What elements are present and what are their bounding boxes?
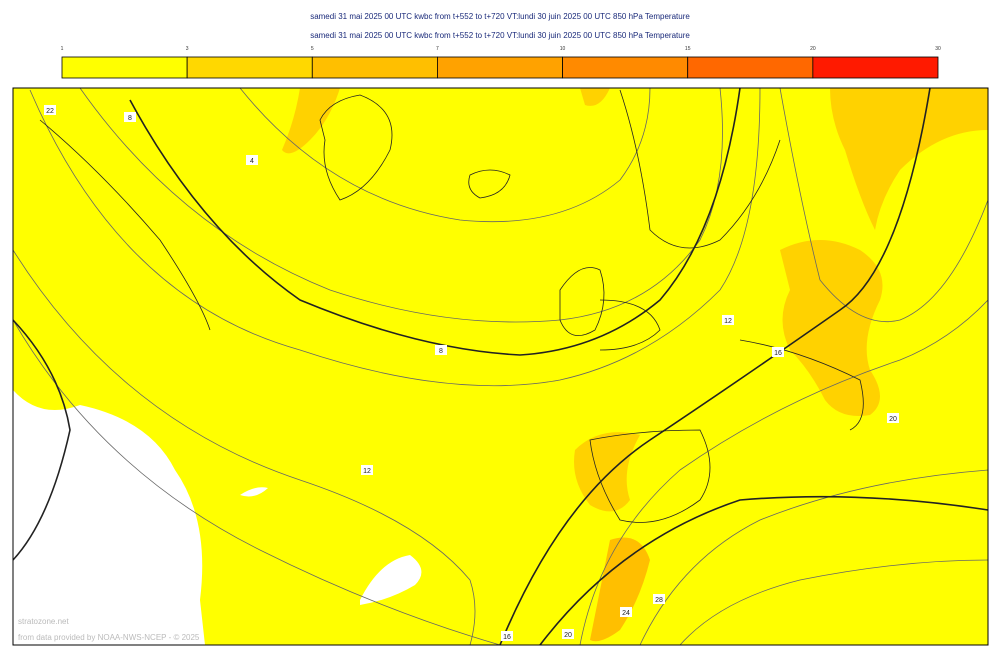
contour-label: 8 xyxy=(439,348,443,355)
legend-tick-label: 5 xyxy=(311,46,314,52)
contour-label: 8 xyxy=(128,115,132,122)
contour-label-bg xyxy=(772,347,784,357)
contour-label-bg xyxy=(653,594,665,604)
legend-swatch xyxy=(562,56,689,79)
warm-area xyxy=(580,88,610,106)
contour-label: 12 xyxy=(724,318,732,325)
legend-tick-label: 15 xyxy=(685,46,691,52)
legend-swatch xyxy=(812,56,939,79)
legend-tick-label: 1 xyxy=(61,46,64,52)
contour-label-bg xyxy=(361,465,373,475)
warm-area xyxy=(830,88,988,230)
contour-label: 20 xyxy=(889,416,897,423)
contour-label-bg xyxy=(620,607,632,617)
legend-tick-label: 10 xyxy=(560,46,566,52)
contour-label-bg xyxy=(44,105,56,115)
legend-tick-label: 30 xyxy=(935,46,941,52)
title-line: samedi 31 mai 2025 00 UTC kwbc from t+55… xyxy=(310,31,690,40)
contour-label-bg xyxy=(722,315,734,325)
warm-area xyxy=(780,240,883,416)
contour-label-bg xyxy=(435,345,447,355)
contour-label: 16 xyxy=(774,350,782,357)
legend-swatch xyxy=(186,56,313,79)
contour-labels: 22 8 4 8 12 12 16 20 16 20 24 28 xyxy=(44,105,899,641)
map: 22 8 4 8 12 12 16 20 16 20 24 28 stratozone.net fro… xyxy=(12,87,989,646)
credit: from data provided by NOAA-NWS-NCEP - © … xyxy=(18,633,200,642)
contour-label: 28 xyxy=(655,597,663,604)
legend-tick-label: 20 xyxy=(810,46,816,52)
legend: 1 3 5 7 10 15 20 30 xyxy=(61,46,941,79)
legend-swatch xyxy=(311,56,438,79)
legend-swatch xyxy=(687,56,814,79)
land-area xyxy=(360,555,422,605)
land-area xyxy=(240,487,268,497)
warm-area xyxy=(590,537,650,642)
contour-label: 4 xyxy=(250,158,254,165)
contour-label-bg xyxy=(246,155,258,165)
title-line: samedi 31 mai 2025 00 UTC kwbc from t+55… xyxy=(310,12,690,21)
legend-tick-label: 7 xyxy=(436,46,439,52)
legend-swatch xyxy=(437,56,563,79)
contour-label: 22 xyxy=(46,108,54,115)
watermark: stratozone.net xyxy=(18,617,69,626)
legend-tick-label: 3 xyxy=(186,46,189,52)
contour-label: 20 xyxy=(564,632,572,639)
contour-label-bg xyxy=(562,629,574,639)
map-frame xyxy=(12,87,989,646)
warm-area xyxy=(282,88,340,154)
land-area xyxy=(13,390,205,645)
contour-label-bg xyxy=(124,112,136,122)
contour-label: 16 xyxy=(503,634,511,641)
contour-label-bg xyxy=(501,631,513,641)
contour-label: 24 xyxy=(622,610,630,617)
contour-label: 12 xyxy=(363,468,371,475)
legend-swatch xyxy=(61,56,188,79)
contour-label-bg xyxy=(887,413,899,423)
